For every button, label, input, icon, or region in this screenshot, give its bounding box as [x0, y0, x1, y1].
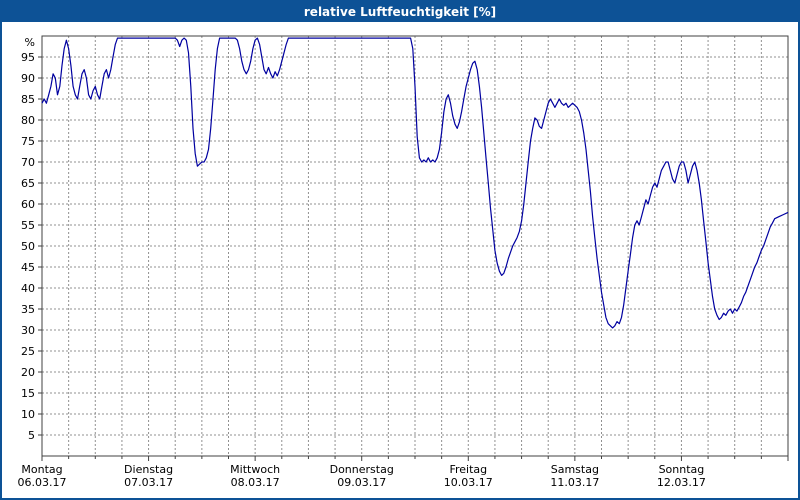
- svg-text:20: 20: [21, 366, 35, 379]
- svg-text:60: 60: [21, 198, 35, 211]
- svg-text:30: 30: [21, 324, 35, 337]
- svg-text:Donnerstag: Donnerstag: [330, 463, 394, 476]
- svg-text:15: 15: [21, 387, 35, 400]
- svg-text:40: 40: [21, 282, 35, 295]
- svg-text:11.03.17: 11.03.17: [550, 476, 599, 489]
- svg-text:85: 85: [21, 93, 35, 106]
- svg-text:Freitag: Freitag: [449, 463, 487, 476]
- svg-text:10: 10: [21, 408, 35, 421]
- svg-text:Samstag: Samstag: [551, 463, 599, 476]
- svg-text:55: 55: [21, 219, 35, 232]
- svg-text:12.03.17: 12.03.17: [657, 476, 706, 489]
- svg-text:%: %: [25, 36, 35, 49]
- svg-text:50: 50: [21, 240, 35, 253]
- svg-text:Mittwoch: Mittwoch: [230, 463, 280, 476]
- svg-text:95: 95: [21, 51, 35, 64]
- svg-text:35: 35: [21, 303, 35, 316]
- svg-text:Dienstag: Dienstag: [124, 463, 173, 476]
- svg-text:07.03.17: 07.03.17: [124, 476, 173, 489]
- svg-text:10.03.17: 10.03.17: [444, 476, 493, 489]
- svg-text:5: 5: [28, 429, 35, 442]
- svg-text:80: 80: [21, 114, 35, 127]
- svg-text:75: 75: [21, 135, 35, 148]
- chart-area: 95 90 85 80 75 70 65 60 55 50 45 40 35 30 25 20 15 10 5% Mo…: [2, 22, 798, 498]
- window-title: relative Luftfeuchtigkeit [%]: [303, 5, 497, 19]
- svg-text:45: 45: [21, 261, 35, 274]
- svg-text:08.03.17: 08.03.17: [231, 476, 280, 489]
- svg-text:09.03.17: 09.03.17: [337, 476, 386, 489]
- humidity-line-chart: 95 90 85 80 75 70 65 60 55 50 45 40 35 30 25 20 15 10 5% Mo…: [2, 22, 798, 498]
- svg-text:90: 90: [21, 72, 35, 85]
- title-bar: relative Luftfeuchtigkeit [%]: [2, 2, 798, 22]
- svg-text:Montag: Montag: [21, 463, 62, 476]
- svg-text:70: 70: [21, 156, 35, 169]
- svg-text:65: 65: [21, 177, 35, 190]
- svg-text:25: 25: [21, 345, 35, 358]
- svg-text:06.03.17: 06.03.17: [18, 476, 67, 489]
- svg-text:Sonntag: Sonntag: [659, 463, 705, 476]
